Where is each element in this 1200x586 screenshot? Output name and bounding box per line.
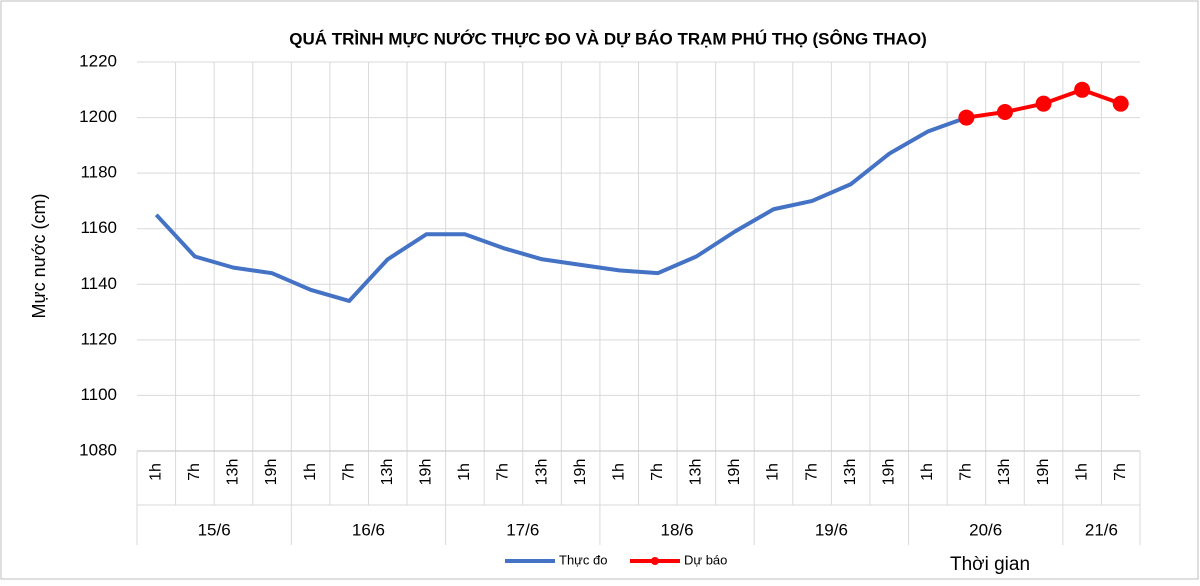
series-line — [154, 115, 968, 303]
y-tick-label: 1200 — [79, 107, 117, 126]
x-group-label: 18/6 — [661, 520, 694, 539]
x-tick-label: 1h — [765, 463, 782, 481]
x-tick-label: 13h — [533, 459, 550, 486]
x-tick-label: 19h — [263, 459, 280, 486]
x-tick-label: 1h — [302, 463, 319, 481]
x-tick-label: 7h — [186, 463, 203, 481]
x-tick-label: 1h — [456, 463, 473, 481]
x-tick-label: 7h — [649, 463, 666, 481]
x-tick-label: 19h — [880, 459, 897, 486]
x-group-label: 21/6 — [1085, 520, 1118, 539]
y-tick-label: 1120 — [80, 329, 117, 348]
series-marker — [996, 104, 1013, 121]
chart-title: QUÁ TRÌNH MỰC NƯỚC THỰC ĐO VÀ DỰ BÁO TRẠ… — [289, 29, 927, 48]
x-group-label: 17/6 — [506, 520, 539, 539]
series-marker — [958, 109, 975, 126]
x-tick-label: 19h — [572, 459, 589, 486]
x-tick-label: 13h — [225, 459, 242, 486]
legend-label: Thực đo — [559, 552, 607, 567]
x-tick-label: 1h — [148, 463, 165, 481]
y-tick-label: 1160 — [80, 218, 117, 237]
x-group-label: 20/6 — [969, 520, 1002, 539]
x-tick-label: 19h — [1035, 459, 1052, 486]
x-tick-label: 7h — [1112, 463, 1129, 481]
y-axis-label: Mực nước (cm) — [29, 194, 49, 319]
x-tick-label: 7h — [958, 463, 975, 481]
y-tick-label: 1140 — [80, 274, 117, 293]
x-group-label: 16/6 — [352, 520, 385, 539]
x-tick-label: 13h — [842, 459, 859, 486]
legend-marker — [651, 557, 659, 565]
series-marker — [1112, 95, 1129, 112]
y-tick-label: 1180 — [80, 163, 117, 182]
x-tick-label: 19h — [726, 459, 743, 486]
y-tick-label: 1220 — [79, 51, 117, 70]
x-tick-label: 7h — [495, 463, 512, 481]
x-tick-label: 1h — [919, 463, 936, 481]
y-tick-label: 1100 — [80, 385, 117, 404]
x-tick-label: 13h — [996, 459, 1013, 486]
series-marker — [1074, 81, 1091, 98]
legend-label: Dự báo — [684, 552, 727, 567]
x-group-label: 19/6 — [815, 520, 848, 539]
x-tick-label: 13h — [379, 459, 396, 486]
x-group-label: 15/6 — [198, 520, 231, 539]
series-marker — [1035, 95, 1052, 112]
x-tick-label: 19h — [418, 459, 435, 486]
x-axis-label: Thời gian — [950, 554, 1030, 575]
x-tick-label: 1h — [610, 463, 627, 481]
y-tick-label: 1080 — [79, 440, 117, 459]
x-tick-label: 13h — [688, 459, 705, 486]
x-tick-label: 7h — [803, 463, 820, 481]
x-tick-label: 7h — [340, 463, 357, 481]
x-tick-label: 1h — [1073, 463, 1090, 481]
